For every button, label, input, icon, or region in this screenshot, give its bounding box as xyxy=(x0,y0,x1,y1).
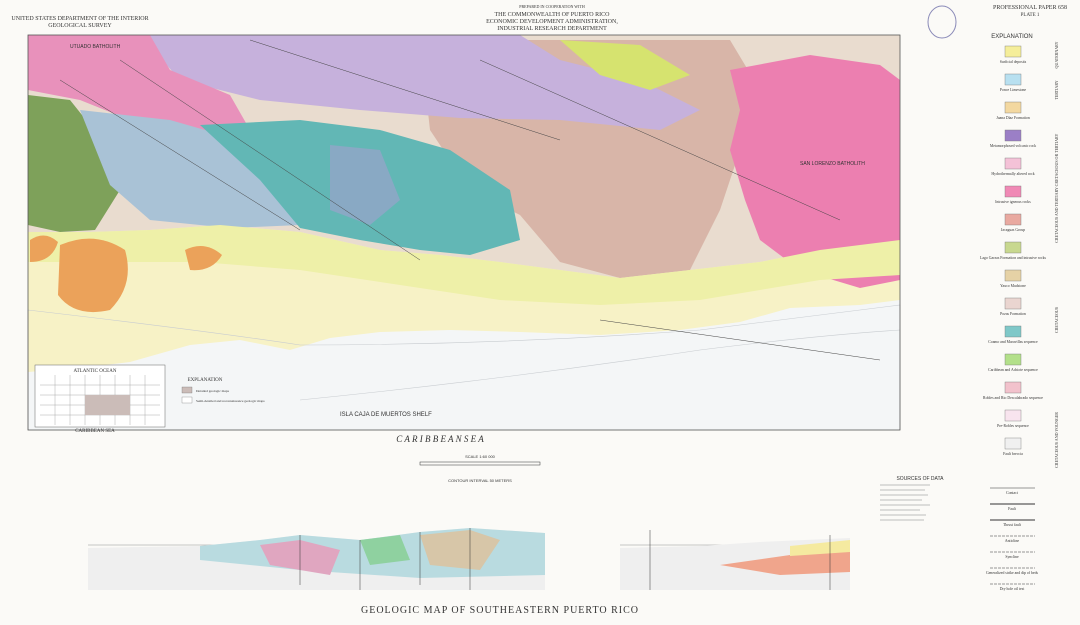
unit-label: Surficial deposits xyxy=(1000,60,1027,64)
bluegray-unit xyxy=(80,110,300,228)
orange-unit xyxy=(58,238,128,313)
explanation-units: Surficial deposits Ponce Limestone Juana D… xyxy=(980,45,1046,456)
yellowgreen-unit xyxy=(560,40,690,90)
unit-label: Yauco Mudstone xyxy=(1000,284,1026,288)
inset-label: Detailed geologic maps xyxy=(196,389,230,393)
header-left: GEOLOGICAL SURVEY xyxy=(48,23,112,29)
inset-label: ATLANTIC OCEAN xyxy=(74,369,117,374)
period-label: QUATERNARY xyxy=(1054,41,1059,68)
section-unit xyxy=(720,550,850,575)
magenta-unit xyxy=(28,35,250,140)
unit-swatch xyxy=(1004,129,1022,142)
period-label: CRETACEOUS AND TERTIARY xyxy=(1054,187,1059,243)
map-label: UTUADO BATHOLITH xyxy=(70,44,121,50)
explanation-title: EXPLANATION xyxy=(991,34,1033,40)
explanation-symbols: Contact Fault Thrust fault Anticline Synclin… xyxy=(986,487,1039,591)
symbol-label: Dry hole oil test xyxy=(1000,587,1026,591)
period-label: CRETACEOUS xyxy=(1054,307,1059,333)
unit-swatch xyxy=(1004,241,1022,254)
unit-label: Coamo and Maravillas sequence xyxy=(988,340,1038,344)
header-center: PREPARED IN COOPERATION WITH xyxy=(519,4,585,9)
section-faults xyxy=(299,528,471,590)
cross-sections xyxy=(88,528,850,590)
inset-key xyxy=(181,396,193,404)
bathymetry xyxy=(27,304,901,430)
unit-swatch xyxy=(1004,325,1022,338)
unit-swatch xyxy=(1004,353,1022,366)
sources-title: SOURCES OF DATA xyxy=(896,476,944,482)
green-unit xyxy=(28,95,120,232)
bathymetry xyxy=(299,329,901,401)
section-unit xyxy=(790,540,850,556)
inset-label: EXPLANATION xyxy=(188,378,223,383)
header-right: PROFESSIONAL PAPER 658 xyxy=(993,5,1067,11)
orange-unit xyxy=(185,246,222,271)
scale-bar xyxy=(419,461,541,466)
unit-label: Juana Díaz Formation xyxy=(996,116,1030,120)
header-center: ECONOMIC DEVELOPMENT ADMINISTRATION, xyxy=(486,19,618,25)
contour-label: CONTOUR INTERVAL 50 METERS xyxy=(448,478,512,483)
map-label: SAN LORENZO BATHOLITH xyxy=(800,161,865,167)
header-center: INDUSTRIAL RESEARCH DEPARTMENT xyxy=(497,26,607,32)
section-faults xyxy=(649,530,831,590)
unit-label: Hydrothermally altered rock xyxy=(991,172,1034,176)
symbol-label: Anticline xyxy=(1005,539,1019,543)
alluvium-band xyxy=(28,225,900,305)
map-label: ISLA CAJA DE MUERTOS SHELF xyxy=(340,412,432,418)
unit-label: Caribbean and Achiote sequence xyxy=(988,368,1038,372)
header-right: PLATE 1 xyxy=(1021,13,1040,18)
unit-label: Ponce Limestone xyxy=(1000,88,1027,92)
section-unit xyxy=(360,535,410,565)
unit-label: Jacaguas Group xyxy=(1001,228,1025,232)
header-center: THE COMMONWEALTH OF PUERTO RICO xyxy=(495,12,611,18)
symbol-label: Contact xyxy=(1006,491,1019,495)
symbol-label: Generalized strike and dip of beds xyxy=(986,571,1038,575)
unit-swatch xyxy=(1004,73,1022,86)
unit-swatch xyxy=(1004,45,1022,58)
unit-swatch xyxy=(1004,157,1022,170)
symbol-label: Thrust fault xyxy=(1003,523,1022,527)
unit-swatch xyxy=(1004,409,1022,422)
map-title: GEOLOGIC MAP OF SOUTHEASTERN PUERTO RICO xyxy=(361,605,639,616)
header-left: UNITED STATES DEPARTMENT OF THE INTERIOR xyxy=(11,16,148,22)
inset-key xyxy=(181,386,193,394)
scale-label: SCALE 1:60 000 xyxy=(465,454,496,459)
unit-swatch xyxy=(1004,297,1022,310)
unit-label: Metamorphosed volcanic rock xyxy=(990,144,1036,148)
unit-swatch xyxy=(1004,269,1022,282)
stamp xyxy=(927,5,957,39)
explanation-periods: QUATERNARY TERTIARY CRETACEOUS OR TERTIARY… xyxy=(1054,41,1059,467)
symbol-label: Syncline xyxy=(1005,555,1019,559)
symbol-label: Fault xyxy=(1008,507,1017,511)
unit-swatch xyxy=(1004,101,1022,114)
orange-unit xyxy=(30,235,58,262)
unit-swatch xyxy=(1004,185,1022,198)
sources-list xyxy=(880,484,930,521)
unit-label: Fault breccia xyxy=(1003,452,1023,456)
map-label: C A R I B B E A N S E A xyxy=(396,434,484,444)
period-label: CRETACEOUS AND YOUNGER xyxy=(1054,412,1059,468)
geologic-map: UTUADO BATHOLITH SAN LORENZO BATHOLITH I… xyxy=(27,34,901,444)
section-unit xyxy=(420,530,500,570)
unit-label: Pre-Robles sequence xyxy=(997,424,1029,428)
unit-label: Lago Garzas Formation and intrusive rock… xyxy=(980,256,1046,260)
unit-label: Robles and Rio Descalabrado sequence xyxy=(983,396,1043,400)
unit-swatch xyxy=(1004,437,1022,450)
purple-unit xyxy=(140,35,700,130)
inset-area xyxy=(85,395,130,415)
unit-label: Pozas Formation xyxy=(1000,312,1026,316)
unit-label: Intrusive igneous rocks xyxy=(995,200,1031,204)
unit-swatch xyxy=(1004,381,1022,394)
inset-label: CARIBBEAN SEA xyxy=(75,429,115,434)
batholith-pink xyxy=(730,55,900,288)
fault-lines xyxy=(59,39,881,361)
inset-label: Semi-detailed and reconnaissance geologi… xyxy=(196,399,265,403)
period-label: CRETACEOUS OR TERTIARY xyxy=(1054,134,1059,187)
gray-blue-unit xyxy=(330,145,400,225)
unit-swatch xyxy=(1004,213,1022,226)
period-label: TERTIARY xyxy=(1054,80,1059,99)
map-frame xyxy=(27,34,901,431)
